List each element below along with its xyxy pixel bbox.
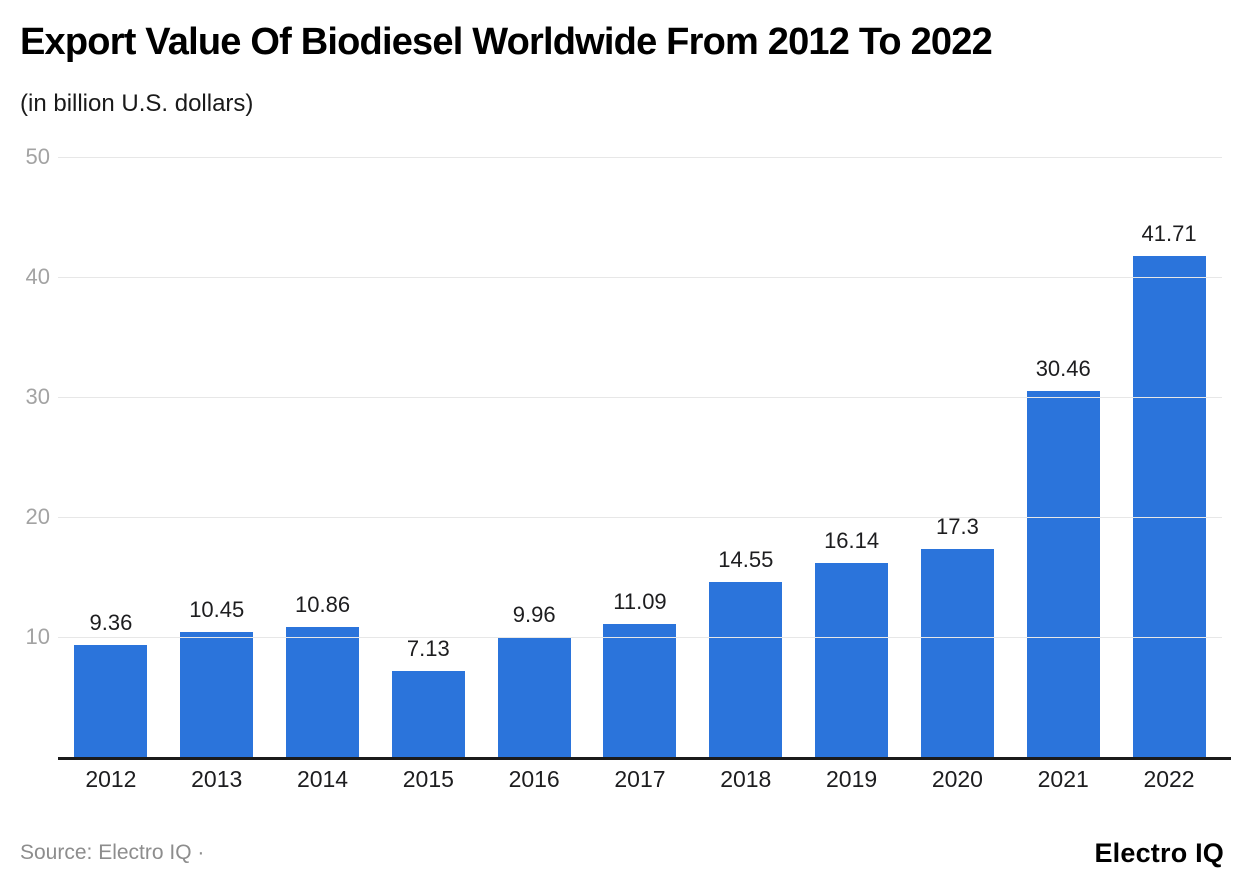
y-tick-label-30: 30	[25, 384, 50, 409]
gridline-20	[58, 517, 1222, 518]
y-tick-label-10: 10	[25, 624, 50, 649]
bar-value-label-2019: 16.14	[824, 528, 880, 554]
bar-slot-2012: 9.36	[58, 157, 164, 757]
bar-value-label-2016: 9.96	[512, 602, 556, 628]
bar-2017	[603, 623, 677, 757]
x-tick-label-2018: 2018	[720, 766, 772, 792]
x-tick-label-2014: 2014	[296, 766, 349, 792]
bar-2012	[74, 644, 148, 757]
bar-2022	[1132, 256, 1206, 757]
bar-slot-2016: 9.96	[481, 157, 587, 757]
bar-slot-2017: 11.09	[587, 157, 693, 757]
bar-value-label-2015: 7.13	[406, 636, 450, 662]
x-tick-label-2013: 2013	[191, 766, 243, 792]
bar-2015	[391, 671, 465, 757]
bar-slot-2022: 41.71	[1116, 157, 1222, 757]
gridline-30	[58, 397, 1222, 398]
bar-value-label-2018: 14.55	[718, 547, 774, 573]
bar-slot-2018: 14.55	[693, 157, 799, 757]
bar-value-label-2013: 10.45	[189, 596, 245, 622]
bar-value-label-2017: 11.09	[613, 588, 667, 614]
x-tick-label-2012: 2012	[85, 766, 137, 792]
bar-slot-2020: 17.3	[905, 157, 1011, 757]
bar-2018	[709, 582, 783, 757]
gridline-50	[58, 157, 1222, 158]
chart-title: Export Value Of Biodiesel Worldwide From…	[20, 21, 993, 63]
bar-2013	[180, 631, 254, 757]
bar-slot-2014: 10.86	[270, 157, 376, 757]
y-tick-label-40: 40	[25, 264, 50, 289]
bar-value-label-2020: 17.3	[935, 514, 979, 540]
bar-value-label-2012: 9.36	[89, 609, 133, 635]
gridline-10	[58, 637, 1222, 638]
y-tick-label-20: 20	[25, 504, 50, 529]
source-text: Source: Electro IQ ·	[20, 841, 205, 864]
x-tick-label-2016: 2016	[508, 766, 560, 792]
bar-value-label-2022: 41.71	[1141, 221, 1197, 247]
bar-value-label-2021: 30.46	[1035, 356, 1091, 382]
bar-2020	[920, 549, 994, 757]
x-tick-label-2015: 2015	[402, 766, 454, 792]
y-tick-label-50: 50	[25, 144, 50, 169]
chart-subtitle: (in billion U.S. dollars)	[20, 90, 254, 117]
bar-2016	[497, 637, 571, 757]
plot-area: 9.36 10.45 10.86 7.13 9.96 11.09 14.55 16.14 17.…	[26, 144, 1231, 760]
brand-logo: Electro IQ	[1094, 838, 1224, 868]
x-tick-label-2020: 2020	[931, 766, 983, 792]
x-axis-labels: 2012 2013 2014 2015 2016 2017 2018 2019 2020 2021…	[58, 766, 1222, 793]
bar-value-label-2014: 10.86	[295, 591, 351, 617]
bar-2021	[1026, 391, 1100, 757]
x-tick-label-2019: 2019	[826, 766, 878, 792]
bar-slot-2015: 7.13	[375, 157, 481, 757]
bar-2014	[286, 626, 360, 757]
bar-2019	[815, 563, 889, 757]
gridline-40	[58, 277, 1222, 278]
x-tick-label-2021: 2021	[1037, 766, 1089, 792]
bar-slot-2019: 16.14	[799, 157, 905, 757]
bars-container: 9.36 10.45 10.86 7.13 9.96 11.09 14.55 16.14 17.…	[58, 157, 1222, 757]
bar-slot-2021: 30.46	[1010, 157, 1116, 757]
bar-slot-2013: 10.45	[164, 157, 270, 757]
x-axis-line	[58, 757, 1231, 760]
x-tick-label-2022: 2022	[1143, 766, 1195, 792]
x-tick-label-2017: 2017	[614, 766, 666, 792]
